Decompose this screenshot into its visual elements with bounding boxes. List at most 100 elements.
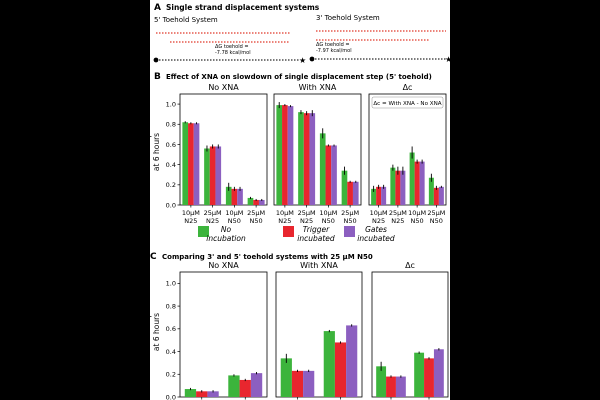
chart-b-2-bar-trigger-incubated-0: [376, 186, 382, 205]
chart-c-5-frame: [371, 271, 449, 398]
strand-diagrams: ★ ★: [153, 30, 452, 65]
chart-c-3-title: No XNA: [208, 261, 239, 270]
chart-b-2-bar-no-incubation-1: [390, 167, 396, 205]
panel-c-ylabel-line2: at 6 hours: [152, 313, 161, 351]
chart-c-4-bar-trigger-incubated-0: [291, 370, 304, 397]
chart-b-0-bar-no-incubation-2: [225, 186, 232, 205]
chart-b-1-xtick-label-3-0: 25µM: [341, 209, 359, 217]
legend: No incubation Trigger incubated Gates in…: [198, 225, 395, 243]
chart-b-0-xtick-label-2-0: 10µM: [225, 209, 243, 217]
chart-b-1-xtick-label-1-1: N25: [300, 217, 313, 225]
chart-b-2-bar-trigger-incubated-1: [395, 170, 401, 205]
chart-c-5-bar-no-incubation-0: [376, 366, 387, 397]
panel-a-letter: A: [154, 3, 161, 13]
chart-b-2-bar-trigger-incubated-3: [433, 187, 439, 205]
chart-b-1-xtick-label-2-1: N50: [322, 217, 335, 225]
chart-b-2-bar-no-incubation-0: [371, 188, 377, 205]
chart-b-2-bar-gates-incubated-1: [400, 170, 406, 205]
chart-b-1-bar-gates-incubated-2: [331, 145, 337, 205]
chart-b-0-bar-no-incubation-3: [247, 197, 254, 205]
legend-label-no-incubation-1: No: [221, 225, 232, 234]
chart-c-3-bar-no-incubation-0: [184, 389, 197, 397]
strand-3-gate-end-dot: [309, 56, 315, 62]
chart-b-0-xtick-label-3-0: 25µM: [247, 209, 265, 217]
chart-b-1-xtick-label-2-0: 10µM: [319, 209, 337, 217]
chart-b-0-bar-gates-incubated-2: [237, 188, 243, 205]
chart-b-2-bar-gates-incubated-0: [381, 186, 387, 205]
legend-label-trigger-incubated-1: Trigger: [303, 225, 330, 234]
delta-note-box: [371, 96, 444, 109]
chart-b-1-bar-no-incubation-3: [341, 170, 348, 205]
chart-b-0-ytick-label-0-2: 0.2: [166, 181, 176, 189]
chart-b-1-xtick-label-1-0: 25µM: [298, 209, 316, 217]
chart-c-5-bar-trigger-incubated-0: [386, 376, 396, 397]
panel-b-charts: No XNA0.00.20.40.60.81.010µMN2525µMN2510…: [166, 83, 447, 225]
chart-c-5: Δc5' TH3' TH: [371, 261, 449, 400]
chart-c-4-bar-no-incubation-1: [323, 331, 335, 397]
chart-c-4-bar-gates-incubated-1: [346, 325, 358, 397]
chart-c-3-bar-trigger-incubated-0: [196, 391, 208, 397]
chart-b-1-bar-no-incubation-0: [276, 105, 283, 205]
panel-b-ylabel-line1: Fractional completion: [143, 111, 152, 192]
chart-c-3-ytick-label-0-0: 0.0: [166, 393, 176, 400]
toehold-5-dg-value: -7.78 kcal/mol: [215, 50, 251, 56]
chart-c-5-bar-no-incubation-1: [414, 352, 425, 397]
chart-b-1-bar-gates-incubated-1: [309, 113, 316, 205]
toehold-3-title: 3' Toehold System: [316, 14, 380, 22]
panel-b-title: Effect of XNA on slowdown of single disp…: [166, 73, 432, 81]
chart-c-5-bar-gates-incubated-1: [433, 349, 444, 397]
delta-note: Δc = With XNA - No XNA: [373, 101, 441, 107]
chart-b-2-bar-gates-incubated-2: [419, 161, 425, 205]
panel-c-letter: C: [150, 252, 157, 262]
chart-b-2-bar-gates-incubated-3: [438, 186, 444, 205]
chart-b-2-xtick-label-3-1: N50: [430, 217, 443, 225]
chart-b-0-bar-trigger-incubated-1: [209, 146, 216, 205]
chart-b-0-xtick-label-1-0: 25µM: [204, 209, 222, 217]
chart-b-0-xtick-label-0-1: N25: [184, 217, 197, 225]
chart-c-3-bar-gates-incubated-0: [207, 391, 219, 397]
chart-b-1-title: With XNA: [299, 83, 337, 92]
chart-c-4-title: With XNA: [300, 261, 338, 270]
chart-b-1-bar-no-incubation-2: [319, 133, 326, 205]
chart-b-1-bar-trigger-incubated-3: [347, 181, 353, 205]
toehold-5-title: 5' Toehold System: [154, 16, 218, 24]
toehold-3-dg-value: -7.97 kcal/mol: [316, 48, 352, 54]
chart-b-0-bar-gates-incubated-3: [258, 199, 265, 205]
panel-b-letter: B: [154, 72, 161, 82]
legend-swatch-trigger-incubated: [283, 226, 294, 237]
legend-swatch-gates-incubated: [344, 226, 355, 237]
chart-b-0-bar-no-incubation-1: [204, 148, 210, 205]
chart-b-2-xtick-label-0-1: N25: [372, 217, 385, 225]
chart-b-0-bar-trigger-incubated-3: [253, 199, 259, 205]
chart-b-0-title: No XNA: [208, 83, 239, 92]
legend-label-no-incubation-2: incubation: [206, 234, 246, 243]
chart-b-1-bar-gates-incubated-0: [287, 106, 294, 205]
chart-b-0-bar-trigger-incubated-0: [188, 123, 194, 205]
chart-b-1-xtick-label-3-1: N50: [344, 217, 357, 225]
chart-c-4-frame: [275, 271, 363, 398]
chart-b-0-xtick-label-2-1: N50: [228, 217, 241, 225]
legend-swatch-no-incubation: [198, 226, 209, 237]
strand-3-gate-fluor-icon: ★: [445, 55, 452, 64]
chart-c-3-ytick-label-0-8: 0.8: [166, 302, 176, 310]
strand-5-gate-fluor-icon: ★: [299, 56, 306, 65]
chart-b-2-frame: [368, 93, 447, 206]
chart-b-2-bar-no-incubation-2: [409, 152, 415, 205]
chart-c-5-title: Δc: [405, 261, 415, 270]
panel-a-title: Single strand displacement systems: [166, 3, 320, 12]
strand-5-gate-end-dot: [153, 57, 159, 63]
chart-b-1-frame: [273, 93, 362, 206]
chart-b-1-bar-trigger-incubated-2: [325, 145, 332, 205]
chart-b-0-xtick-label-1-1: N25: [206, 217, 219, 225]
legend-label-gates-incubated-2: incubated: [357, 234, 395, 243]
chart-b-1-bar-gates-incubated-3: [352, 181, 359, 205]
chart-c-4-bar-no-incubation-0: [280, 358, 292, 397]
panel-c-title: Comparing 3' and 5' toehold systems with…: [162, 253, 373, 261]
chart-b-2-xtick-label-2-1: N50: [411, 217, 424, 225]
chart-c-4-bar-trigger-incubated-1: [334, 342, 347, 397]
